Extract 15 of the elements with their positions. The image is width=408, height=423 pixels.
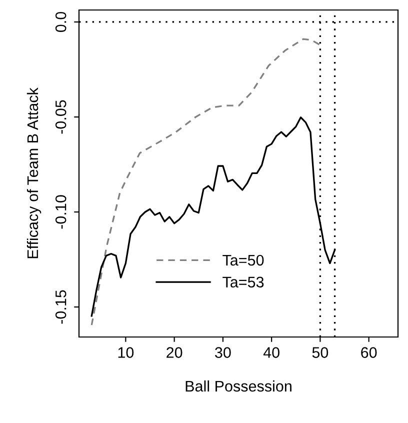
legend-label: Ta=53 xyxy=(222,276,264,288)
x-tick-label: 60 xyxy=(361,347,377,358)
y-tick-label: -0.10 xyxy=(55,195,66,229)
y-axis-title: Efficacy of Team B Attack xyxy=(26,88,42,258)
x-axis-title: Ball Possession xyxy=(186,380,292,392)
x-tick-label: 30 xyxy=(215,347,231,358)
y-tick-label: 0.0 xyxy=(55,12,66,32)
x-tick-label: 40 xyxy=(263,347,280,358)
x-tick-label: 50 xyxy=(312,347,328,358)
line-series xyxy=(90,38,321,326)
legend-label: Ta=50 xyxy=(222,254,264,266)
y-tick-label: -0.15 xyxy=(55,290,66,324)
x-tick-label: 20 xyxy=(166,347,182,358)
y-tick-label: -0.05 xyxy=(55,100,66,134)
x-tick-label: 10 xyxy=(118,347,134,358)
